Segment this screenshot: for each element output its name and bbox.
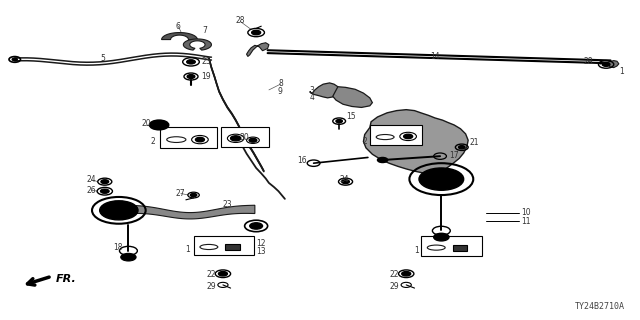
Text: 22: 22: [207, 269, 216, 279]
Text: 27: 27: [176, 189, 186, 198]
Circle shape: [378, 157, 388, 163]
Bar: [370, 125, 422, 145]
Circle shape: [186, 60, 195, 64]
Text: 28: 28: [236, 16, 245, 25]
Circle shape: [230, 136, 241, 141]
Bar: [453, 245, 467, 251]
Ellipse shape: [376, 134, 394, 140]
Circle shape: [100, 189, 109, 194]
Circle shape: [404, 134, 413, 139]
Bar: [193, 236, 254, 255]
Circle shape: [121, 253, 136, 261]
Text: 22: 22: [390, 269, 399, 279]
Circle shape: [195, 137, 204, 142]
Circle shape: [252, 30, 260, 35]
Text: 24: 24: [339, 175, 349, 184]
Text: 23: 23: [223, 200, 232, 209]
Ellipse shape: [428, 245, 445, 250]
Circle shape: [249, 138, 257, 142]
Text: 1: 1: [620, 67, 625, 76]
Circle shape: [190, 194, 196, 197]
Text: 18: 18: [113, 243, 122, 252]
Circle shape: [12, 58, 17, 61]
Circle shape: [150, 120, 169, 130]
Text: 25: 25: [202, 57, 211, 66]
Text: 13: 13: [257, 247, 266, 256]
Circle shape: [218, 271, 227, 276]
Circle shape: [419, 168, 464, 190]
Text: 12: 12: [257, 239, 266, 248]
Circle shape: [336, 120, 342, 123]
Circle shape: [101, 180, 109, 184]
Text: 2: 2: [150, 137, 155, 146]
Circle shape: [187, 75, 195, 78]
Polygon shape: [364, 110, 468, 173]
Text: 19: 19: [202, 72, 211, 81]
Text: 21: 21: [470, 138, 479, 147]
Circle shape: [434, 175, 449, 183]
Text: 10: 10: [521, 208, 531, 217]
Text: 29: 29: [207, 282, 216, 291]
Text: 24: 24: [86, 175, 96, 184]
Text: 29: 29: [390, 282, 399, 291]
Text: 2: 2: [362, 137, 367, 146]
Bar: [421, 236, 481, 256]
Polygon shape: [333, 87, 372, 108]
Text: 4: 4: [310, 93, 315, 102]
Text: 1: 1: [415, 246, 419, 255]
Text: 16: 16: [298, 156, 307, 164]
Text: 3: 3: [310, 86, 315, 95]
Polygon shape: [162, 33, 197, 40]
Text: TY24B2710A: TY24B2710A: [575, 302, 625, 311]
Circle shape: [250, 223, 262, 229]
Text: FR.: FR.: [56, 274, 76, 284]
Text: 6: 6: [176, 22, 180, 31]
Polygon shape: [183, 39, 211, 50]
Bar: [221, 126, 269, 147]
Polygon shape: [310, 83, 339, 98]
Text: 11: 11: [521, 217, 531, 226]
Text: 20: 20: [141, 119, 151, 128]
Circle shape: [459, 146, 465, 149]
Text: 9: 9: [278, 87, 283, 96]
Text: 7: 7: [203, 27, 207, 36]
Circle shape: [402, 271, 411, 276]
Ellipse shape: [167, 137, 186, 142]
Text: 28: 28: [584, 57, 593, 66]
Text: 14: 14: [430, 52, 440, 61]
Bar: [225, 244, 239, 250]
Text: 8: 8: [278, 79, 283, 88]
Text: 26: 26: [86, 186, 96, 195]
Circle shape: [342, 180, 349, 184]
Text: 1: 1: [185, 245, 189, 254]
Circle shape: [602, 62, 610, 66]
Circle shape: [100, 201, 138, 220]
Polygon shape: [246, 43, 269, 56]
Polygon shape: [604, 60, 619, 68]
Bar: [161, 127, 216, 148]
Circle shape: [434, 233, 449, 241]
Text: 15: 15: [346, 113, 355, 122]
Text: 30: 30: [240, 132, 250, 141]
Circle shape: [113, 207, 125, 213]
Polygon shape: [125, 205, 255, 219]
Text: 17: 17: [449, 151, 459, 160]
Text: 5: 5: [100, 53, 106, 62]
Ellipse shape: [200, 244, 218, 250]
